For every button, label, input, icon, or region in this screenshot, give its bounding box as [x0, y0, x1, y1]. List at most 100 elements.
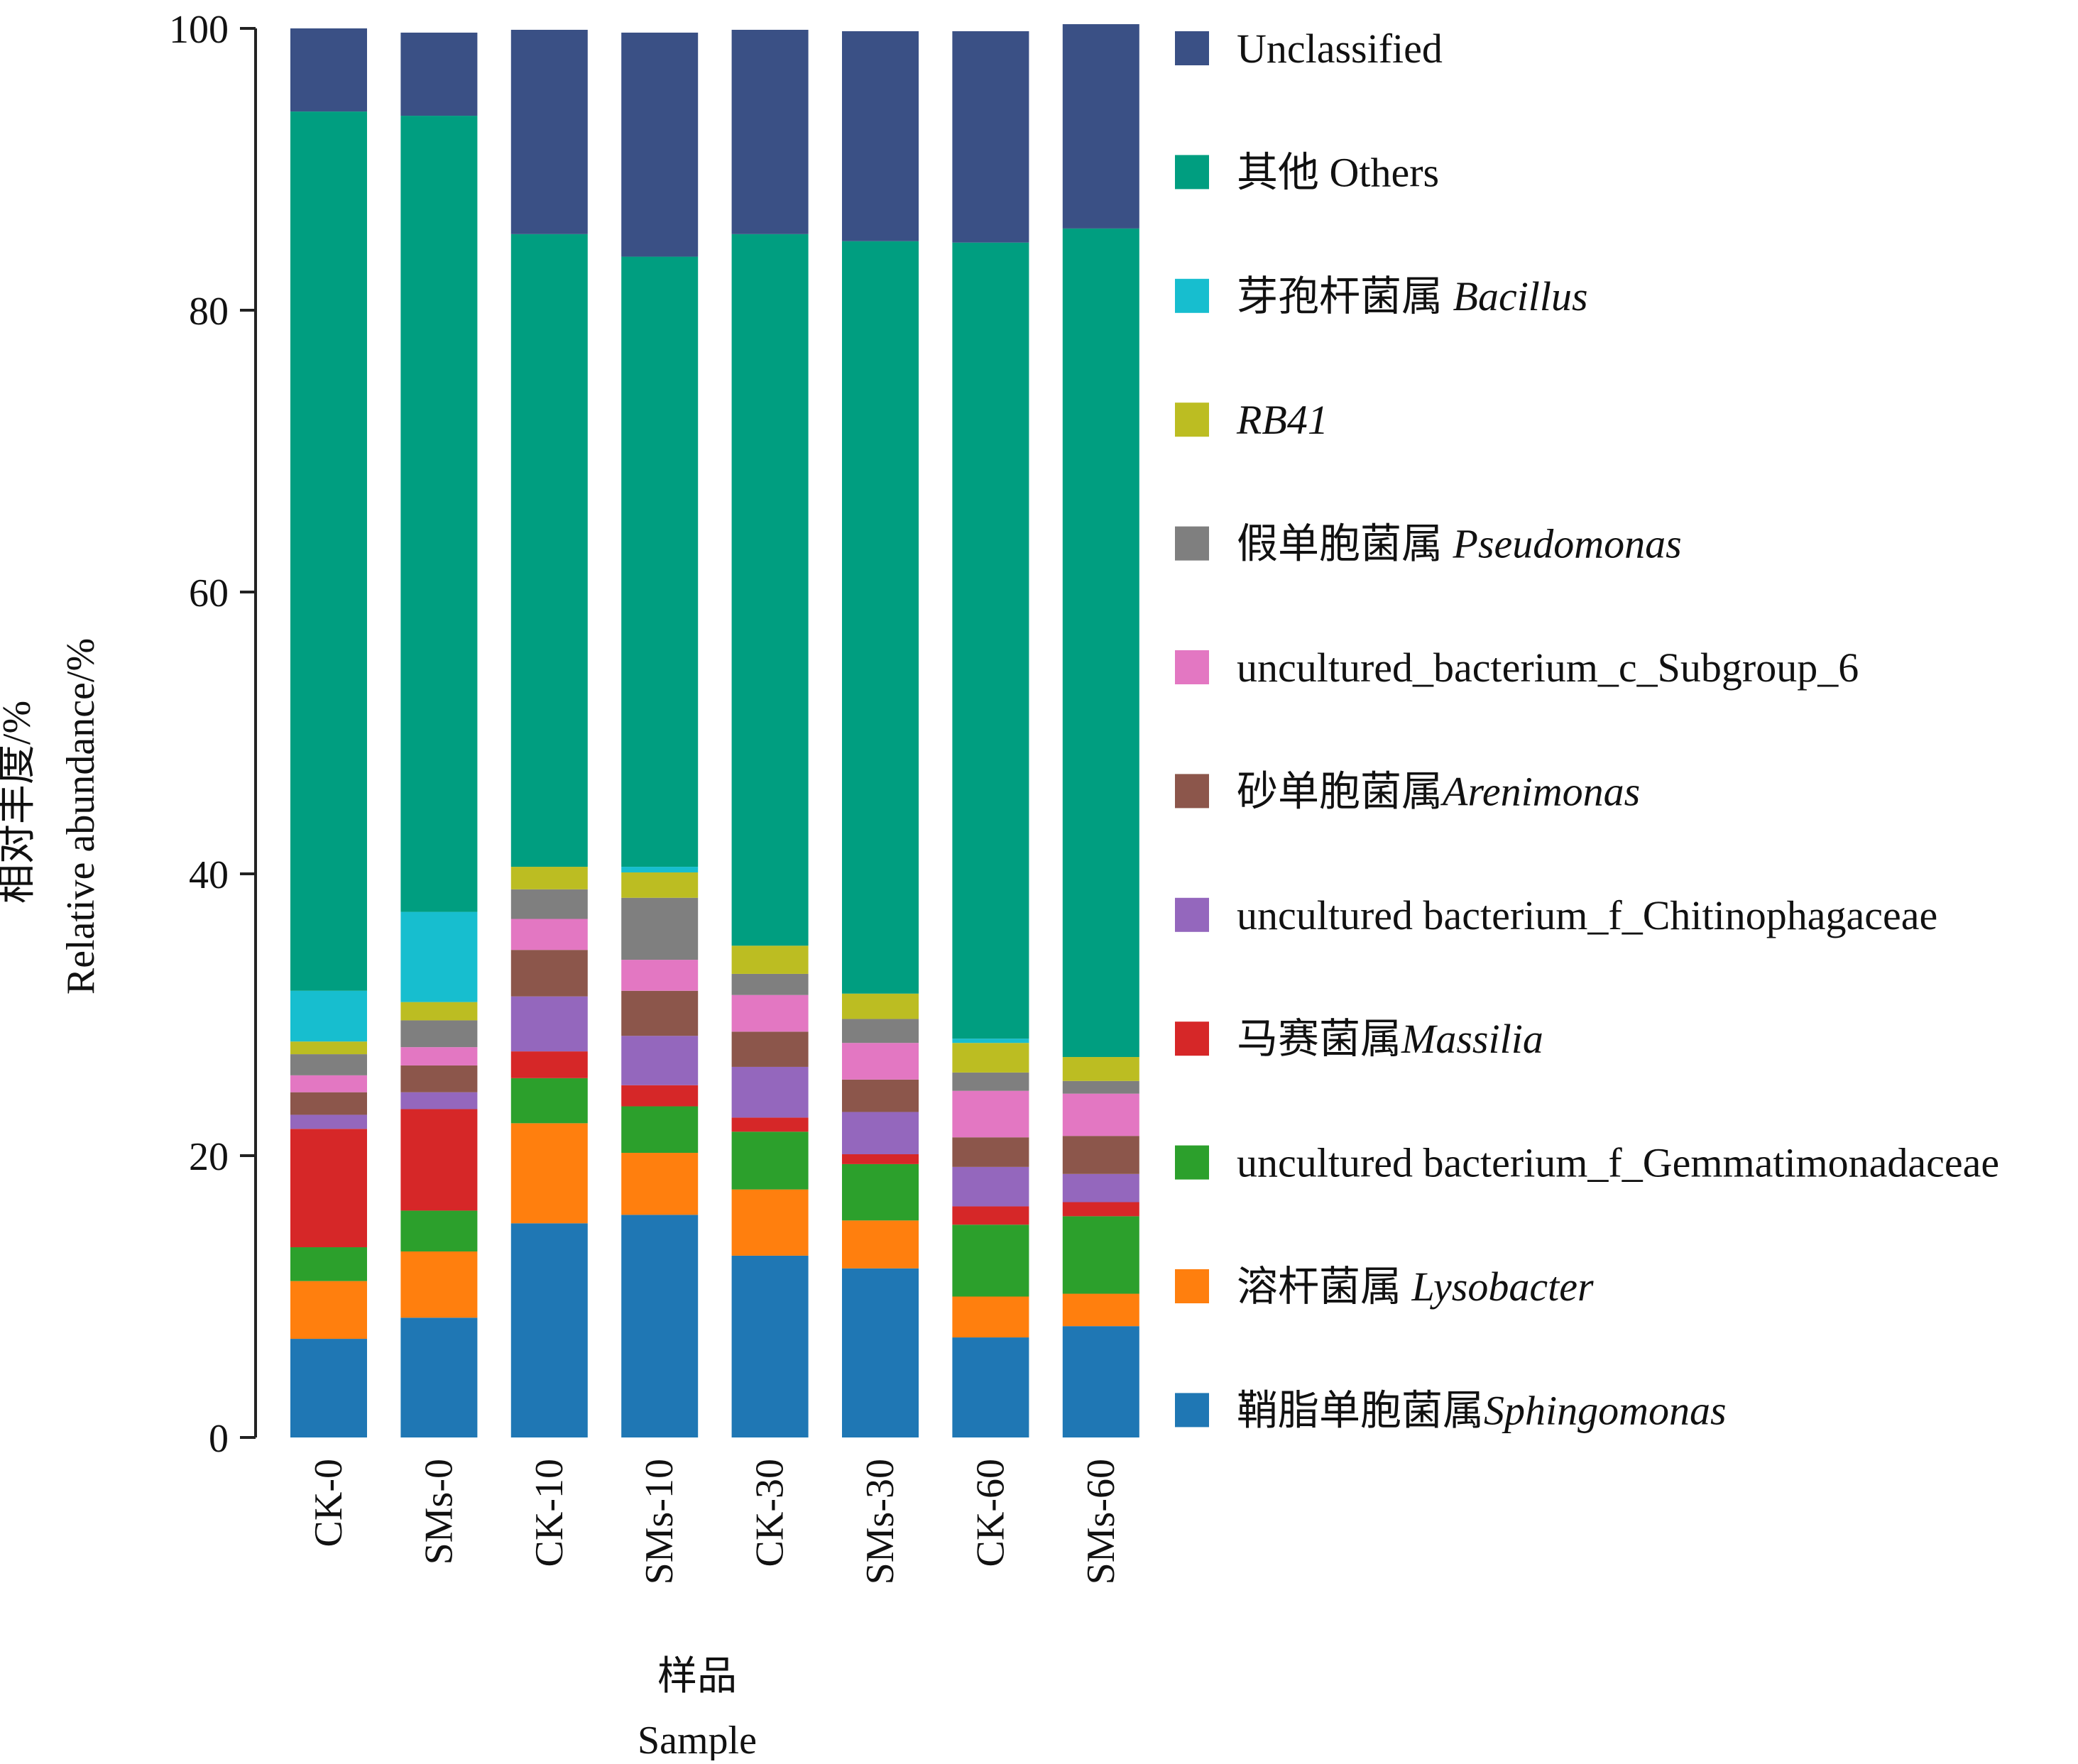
legend-item: 芽孢杆菌属 Bacillus: [1175, 273, 1588, 319]
x-category-label: SMs-30: [858, 1459, 902, 1584]
bar-segment: [290, 990, 367, 1042]
legend-swatch: [1175, 774, 1209, 809]
legend-label-text: uncultured bacterium_f_Gemmatimonadaceae: [1237, 1140, 1999, 1186]
legend-label-text: 砂单胞菌属: [1237, 768, 1443, 814]
y-tick-label: 80: [189, 290, 229, 334]
bar-segment: [510, 1223, 588, 1437]
legend-label: 溶杆菌属 Lysobacter: [1237, 1264, 1594, 1310]
legend-swatch: [1175, 31, 1209, 65]
bar-segment: [400, 1065, 478, 1092]
bar-segment: [621, 1106, 699, 1154]
legend-label: uncultured_bacterium_c_Subgroup_6: [1237, 645, 1859, 691]
legend-label-italic: Bacillus: [1453, 273, 1588, 319]
legend-label: 砂单胞菌属Arenimonas: [1237, 768, 1640, 814]
bar-segment: [1062, 1173, 1139, 1203]
x-category-label: SMs-10: [638, 1459, 682, 1584]
bar-segment: [952, 1296, 1029, 1338]
legend-item: 鞘脂单胞菌属Sphingomonas: [1175, 1387, 1727, 1433]
bar-segment: [1062, 1093, 1139, 1136]
bar-segment: [290, 28, 367, 112]
bar-segment: [842, 1268, 919, 1437]
bar-segment: [621, 1153, 699, 1215]
bar-segment: [731, 1255, 809, 1437]
bar-segment: [290, 1075, 367, 1092]
bar-segment: [731, 1031, 809, 1067]
bar-segment: [952, 1043, 1029, 1073]
bar-segment: [731, 29, 809, 234]
y-axis-title-cn: 相对丰度/%: [0, 701, 39, 904]
bar-segment: [842, 1163, 919, 1221]
bar-segment: [621, 897, 699, 960]
y-tick-label: 20: [189, 1135, 229, 1179]
bar-segment: [731, 1066, 809, 1118]
legend-label-italic: Pseudomonas: [1453, 521, 1682, 567]
bar-segment: [400, 1317, 478, 1437]
bar-segment: [952, 1337, 1029, 1437]
bar-segment: [400, 911, 478, 1002]
bar-segment: [290, 1041, 367, 1055]
bar-segment: [290, 1054, 367, 1075]
bar-segment: [400, 32, 478, 116]
legend-item: RB41: [1175, 397, 1328, 443]
legend-swatch: [1175, 526, 1209, 561]
legend-label-text: 假单胞菌属: [1237, 521, 1453, 567]
legend-swatch: [1175, 155, 1209, 190]
bar-segment: [290, 1114, 367, 1129]
y-tick-label: 40: [189, 853, 229, 897]
bar-segment: [952, 1039, 1029, 1043]
x-category-label: CK-0: [307, 1459, 351, 1547]
bar-segment: [290, 1281, 367, 1340]
legend-item: 假单胞菌属 Pseudomonas: [1175, 521, 1682, 567]
bar-segment: [621, 256, 699, 867]
bar-segment: [1062, 1057, 1139, 1081]
bar-segment: [510, 996, 588, 1052]
bar-segment: [842, 1019, 919, 1043]
bar-segment: [1062, 1080, 1139, 1094]
bar-segment: [510, 919, 588, 951]
bar-segment: [290, 1129, 367, 1248]
legend-label: Unclassified: [1237, 26, 1443, 72]
bar-segment: [510, 867, 588, 889]
bar-segment: [510, 29, 588, 234]
legend-label: 马赛菌属Massilia: [1237, 1016, 1543, 1062]
legend-swatch: [1175, 650, 1209, 684]
legend-label-italic: RB41: [1236, 397, 1328, 443]
x-axis-title-cn: 样品: [657, 1655, 737, 1699]
bar-segment: [842, 1112, 919, 1155]
legend-item: uncultured bacterium_f_Chitinophagaceae: [1175, 892, 1937, 938]
x-category-label: CK-10: [527, 1459, 572, 1567]
bar-segment: [842, 1043, 919, 1080]
bar-segment: [510, 1078, 588, 1124]
bar-segment: [731, 995, 809, 1032]
bar-segment: [842, 241, 919, 994]
bars: CK-0 SMs-0 CK-10 SMs-10 CK-30 SMs-30 CK-60 SMs-…: [290, 24, 1139, 1584]
bar-segment: [290, 1247, 367, 1281]
bar-segment: [621, 1085, 699, 1107]
bar-segment: [400, 1109, 478, 1211]
legend-swatch: [1175, 897, 1209, 932]
bar-segment: [1062, 1136, 1139, 1174]
bar-segment: [510, 234, 588, 867]
legend-label-text: 鞘脂单胞菌属: [1237, 1387, 1484, 1433]
legend-label: uncultured bacterium_f_Gemmatimonadaceae: [1237, 1140, 1999, 1186]
axis-titles: 相对丰度/% Relative abundance/% 样品 Sample: [0, 638, 757, 1763]
y-axis-title-en: Relative abundance/%: [59, 638, 103, 995]
bar-segment: [952, 1137, 1029, 1167]
bar-segment: [842, 31, 919, 241]
legend-label-text: 其他 Others: [1237, 149, 1439, 195]
bar-segment: [400, 1047, 478, 1065]
bar-segment: [842, 1154, 919, 1164]
bar-segment: [510, 1051, 588, 1078]
legend-label: 其他 Others: [1237, 149, 1439, 195]
legend-label-text: uncultured bacterium_f_Chitinophagaceae: [1237, 892, 1937, 938]
bar-segment: [952, 242, 1029, 1039]
bar-segment: [731, 946, 809, 974]
legend-label: RB41: [1236, 397, 1328, 443]
legend-swatch: [1175, 1393, 1209, 1428]
bar-segment: [952, 1206, 1029, 1225]
legend-swatch: [1175, 1145, 1209, 1180]
y-tick-label: 60: [189, 571, 229, 615]
legend-label-italic: Arenimonas: [1440, 768, 1640, 814]
bar-segment: [621, 960, 699, 991]
